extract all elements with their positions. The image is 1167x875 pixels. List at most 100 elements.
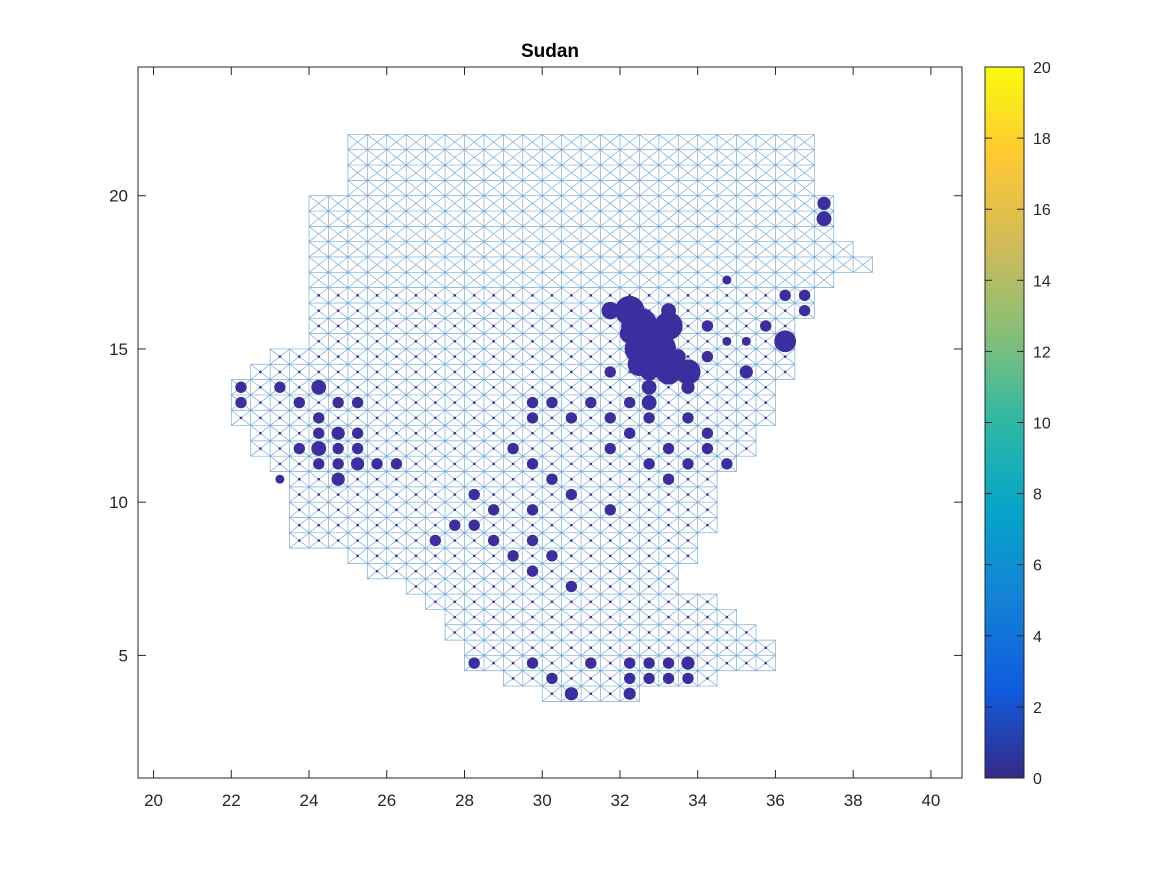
- scatter-point: [550, 355, 554, 358]
- scatter-point: [336, 431, 340, 435]
- scatter-point: [550, 523, 554, 527]
- scatter-point: [511, 294, 515, 297]
- scatter-point: [608, 631, 612, 634]
- scatter-point: [414, 493, 418, 496]
- scatter-point: [686, 477, 690, 481]
- scatter-point: [434, 554, 437, 558]
- scatter-point: [570, 416, 573, 420]
- scatter-point: [356, 370, 359, 374]
- scatter-point: [472, 370, 476, 374]
- scatter-point: [375, 493, 379, 496]
- scatter-point: [686, 554, 690, 558]
- scatter-point: [453, 539, 457, 542]
- scatter-point: [589, 385, 593, 389]
- scatter-point: [414, 508, 418, 512]
- colorbar-tick-label: 12: [1033, 344, 1051, 361]
- scatter-point: [744, 324, 748, 328]
- scatter-point: [259, 416, 262, 420]
- scatter-point: [608, 309, 612, 312]
- y-tick-label: 5: [119, 646, 128, 665]
- scatter-point: [764, 309, 768, 312]
- scatter-point: [667, 370, 670, 374]
- x-tick-label: 30: [533, 791, 552, 810]
- scatter-point: [531, 447, 534, 450]
- scatter-point: [356, 554, 359, 558]
- scatter-point: [589, 646, 593, 650]
- scatter-point: [647, 631, 651, 634]
- scatter-point: [472, 339, 476, 343]
- scatter-point: [744, 631, 748, 634]
- scatter-point: [414, 370, 418, 374]
- scatter-point: [550, 462, 554, 466]
- scatter-point: [317, 294, 321, 297]
- scatter-point: [414, 554, 418, 558]
- scatter-point: [414, 447, 418, 450]
- scatter-point: [492, 309, 495, 312]
- scatter-point: [434, 508, 437, 512]
- scatter-point: [298, 523, 301, 527]
- scatter-point: [589, 294, 593, 297]
- scatter-point: [434, 539, 437, 542]
- scatter-point: [453, 477, 457, 481]
- scatter-point: [803, 309, 806, 312]
- scatter-point: [706, 462, 709, 466]
- scatter-point: [375, 309, 379, 312]
- scatter-point: [667, 493, 670, 496]
- scatter-point: [453, 401, 457, 404]
- scatter-point: [764, 385, 768, 389]
- scatter-point: [667, 554, 670, 558]
- scatter-point: [414, 401, 418, 404]
- scatter-point: [472, 523, 476, 527]
- scatter-point: [453, 309, 457, 312]
- scatter-point: [725, 355, 729, 358]
- x-tick-label: 34: [688, 791, 707, 810]
- scatter-point: [472, 493, 476, 496]
- scatter-point: [550, 677, 554, 680]
- scatter-point: [706, 431, 709, 435]
- scatter-point: [336, 447, 340, 450]
- scatter-point: [531, 309, 534, 312]
- scatter-point: [706, 493, 709, 496]
- scatter-point: [550, 447, 554, 450]
- scatter-point: [706, 416, 709, 420]
- scatter-point: [670, 349, 686, 365]
- scatter-point: [589, 631, 593, 634]
- scatter-point: [356, 355, 359, 358]
- scatter-point: [492, 646, 495, 650]
- scatter-point: [492, 370, 495, 374]
- scatter-point: [647, 523, 651, 527]
- scatter-point: [356, 523, 359, 527]
- scatter-point: [492, 324, 495, 328]
- scatter-point: [492, 462, 495, 466]
- scatter-point: [395, 447, 398, 450]
- scatter-point: [336, 309, 340, 312]
- scatter-point: [667, 600, 670, 604]
- scatter-point: [686, 508, 690, 512]
- scatter-point: [744, 355, 748, 358]
- scatter-point: [531, 585, 534, 588]
- scatter-point: [259, 431, 262, 435]
- scatter-point: [628, 508, 631, 512]
- scatter-point: [550, 339, 554, 343]
- scatter-point: [667, 431, 670, 435]
- scatter-point: [608, 523, 612, 527]
- scatter-point: [453, 631, 457, 634]
- scatter-point: [589, 339, 593, 343]
- scatter-point: [414, 462, 418, 466]
- scatter-point: [414, 585, 418, 588]
- scatter-point: [492, 447, 495, 450]
- scatter-point: [259, 385, 262, 389]
- scatter-point: [278, 385, 282, 389]
- scatter-point: [550, 508, 554, 512]
- scatter-point: [531, 401, 534, 404]
- scatter-point: [356, 401, 359, 404]
- scatter-point: [375, 539, 379, 542]
- scatter-point: [725, 324, 729, 328]
- scatter-point: [783, 370, 787, 374]
- scatter-point: [608, 294, 612, 297]
- scatter-point: [667, 585, 670, 588]
- scatter-point: [764, 416, 768, 420]
- scatter-point: [608, 508, 612, 512]
- scatter-point: [706, 324, 709, 328]
- scatter-point: [414, 294, 418, 297]
